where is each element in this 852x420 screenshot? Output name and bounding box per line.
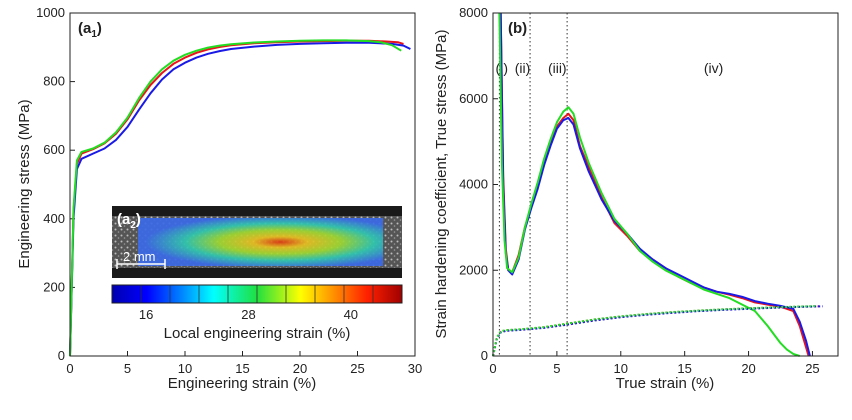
colorbar-tick-label: 28	[241, 307, 255, 322]
b-y-tick-label: 2000	[459, 262, 488, 277]
b-x-tick-label: 15	[677, 361, 691, 376]
a-x-axis-label: Engineering strain (%)	[168, 375, 316, 392]
b-region-lines: (i) (ii) (iii) (iv)	[496, 13, 723, 356]
panel-a1: 0 5 10 15 20 25 30 0 200 400 600 800 1000 (a1) Engin…	[16, 5, 422, 392]
a-y-tick-label: 800	[43, 74, 65, 89]
strain-map-image	[138, 218, 383, 266]
a-x-tick-label: 5	[124, 361, 131, 376]
a1-panel-label: (a1)	[78, 20, 102, 40]
a-x-tick-label: 20	[293, 361, 307, 376]
a2-panel-label: (a2)	[117, 211, 141, 231]
region-label: (iv)	[704, 60, 723, 76]
b-x-tick-label: 20	[741, 361, 755, 376]
a-x-tick-label: 0	[66, 361, 73, 376]
b-y-tick-label: 4000	[459, 177, 488, 192]
a-x-tick-label: 15	[235, 361, 249, 376]
a-x-tick-label: 25	[350, 361, 364, 376]
series-line-green-true-stress	[492, 305, 817, 357]
b-axes-frame	[492, 12, 839, 357]
colorbar-label: Local engineering strain (%)	[164, 325, 351, 342]
a-x-tick-label: 30	[408, 361, 422, 376]
a-y-axis-label: Engineering stress (MPa)	[16, 99, 33, 268]
a-axes-frame	[69, 12, 416, 357]
colorbar-tick-label: 40	[344, 307, 358, 322]
a-series-group	[69, 39, 411, 357]
series-line-green	[69, 39, 402, 357]
scale-bar-label: 2 mm	[123, 249, 156, 264]
b-panel-label: (b)	[508, 20, 527, 37]
colorbar-tick-label: 16	[139, 307, 153, 322]
b-series-group	[492, 12, 823, 357]
inset-a2: (a2) 2 mm 16 28 40 Local engineering strai…	[111, 206, 403, 342]
b-x-tick-label: 25	[805, 361, 819, 376]
b-y-tick-label: 0	[481, 348, 488, 363]
a-x-tick-label: 10	[178, 361, 192, 376]
a-y-tick-label: 0	[58, 348, 65, 363]
colorbar-dividers	[140, 285, 374, 303]
b-axis-ticks: 0 5 10 15 20 25 0 2000 4000 6000 8000	[459, 5, 820, 376]
series-line-green-hardening	[498, 12, 801, 357]
b-y-axis-label: Strain hardening coefficient, True stres…	[433, 29, 450, 338]
series-line-blue	[69, 41, 411, 357]
b-x-axis-label: True strain (%)	[616, 375, 715, 392]
region-label: (iii)	[548, 60, 567, 76]
b-x-tick-label: 5	[553, 361, 560, 376]
region-label: (ii)	[515, 60, 531, 76]
colorbar-tick-labels: 16 28 40	[139, 307, 358, 322]
a-y-tick-label: 200	[43, 279, 65, 294]
a-y-tick-label: 600	[43, 142, 65, 157]
b-x-tick-label: 10	[614, 361, 628, 376]
b-x-tick-label: 0	[489, 361, 496, 376]
b-y-tick-label: 8000	[459, 5, 488, 20]
a-y-tick-label: 400	[43, 211, 65, 226]
a-y-tick-label: 1000	[36, 5, 65, 20]
b-y-tick-label: 6000	[459, 91, 488, 106]
series-line-red-hardening	[499, 12, 810, 357]
a-axis-ticks: 0 5 10 15 20 25 30 0 200 400 600 800 1000	[36, 5, 422, 376]
